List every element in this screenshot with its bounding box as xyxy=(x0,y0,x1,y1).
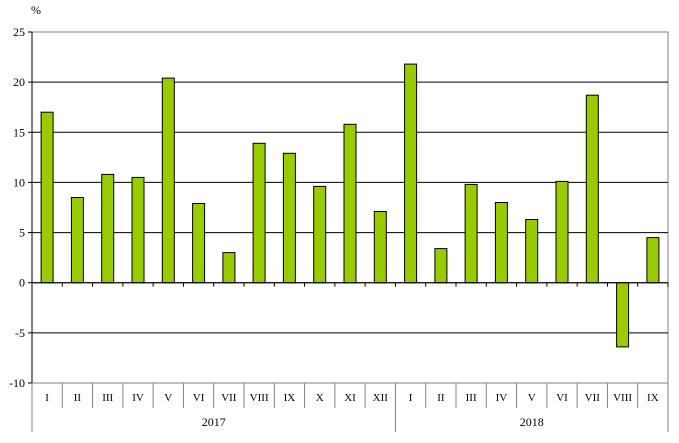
bar xyxy=(40,111,54,284)
bar xyxy=(313,185,327,284)
x-tick-label: VIII xyxy=(613,392,632,404)
x-tick-label: IX xyxy=(647,392,659,404)
y-tick-label: 10 xyxy=(13,175,25,189)
year-group-label: 2018 xyxy=(520,415,544,429)
bar xyxy=(282,152,296,284)
x-tick-label: IV xyxy=(132,392,144,404)
bar xyxy=(161,77,175,284)
y-tick-label: 15 xyxy=(13,125,25,139)
bar xyxy=(192,203,206,284)
x-tick-label: VI xyxy=(556,392,568,404)
x-tick-label: II xyxy=(437,392,445,404)
x-tick-label: IV xyxy=(496,392,508,404)
x-tick-label: XII xyxy=(373,392,389,404)
x-tick-label: III xyxy=(466,392,477,404)
bar xyxy=(404,63,418,284)
x-tick-label: I xyxy=(409,392,413,404)
x-axis-labels: I II III IV V VI VII VIII IX X XI XII I II III IV V VI VII… xyxy=(31,383,669,432)
bars xyxy=(40,63,660,348)
bar xyxy=(646,237,660,284)
bar xyxy=(585,94,599,284)
y-tick-label: 0 xyxy=(19,276,25,290)
x-tick-label: X xyxy=(316,392,324,404)
bar xyxy=(101,173,115,284)
bar xyxy=(616,282,630,348)
bar xyxy=(252,142,266,284)
bar xyxy=(131,176,145,284)
x-tick-label: VIII xyxy=(250,392,269,404)
x-tick-label: II xyxy=(74,392,82,404)
bar xyxy=(70,197,84,284)
bar xyxy=(464,183,478,284)
bar xyxy=(343,123,357,284)
y-axis-ticks: 25 20 15 10 5 0 -5 -10 xyxy=(9,25,32,390)
x-tick-label: V xyxy=(528,392,536,404)
bar xyxy=(525,219,539,284)
axes xyxy=(31,32,669,383)
x-tick-label: XI xyxy=(344,392,356,404)
bar xyxy=(373,211,387,284)
bar xyxy=(555,180,569,284)
x-tick-label: I xyxy=(45,392,49,404)
y-tick-label: 20 xyxy=(13,75,25,89)
x-tick-label: VII xyxy=(585,392,601,404)
y-tick-label: -10 xyxy=(9,376,25,390)
x-tick-label: IX xyxy=(284,392,296,404)
x-tick-label: VII xyxy=(221,392,237,404)
bar xyxy=(434,248,448,284)
x-tick-label: VI xyxy=(193,392,205,404)
x-tick-label: III xyxy=(102,392,113,404)
year-group-label: 2017 xyxy=(202,415,226,429)
bar xyxy=(494,202,508,284)
y-tick-label: -5 xyxy=(15,326,25,340)
bar xyxy=(222,252,236,284)
y-axis-unit-label: % xyxy=(31,3,41,17)
y-tick-label: 5 xyxy=(19,226,25,240)
y-tick-label: 25 xyxy=(13,25,25,39)
x-tick-label: V xyxy=(164,392,172,404)
